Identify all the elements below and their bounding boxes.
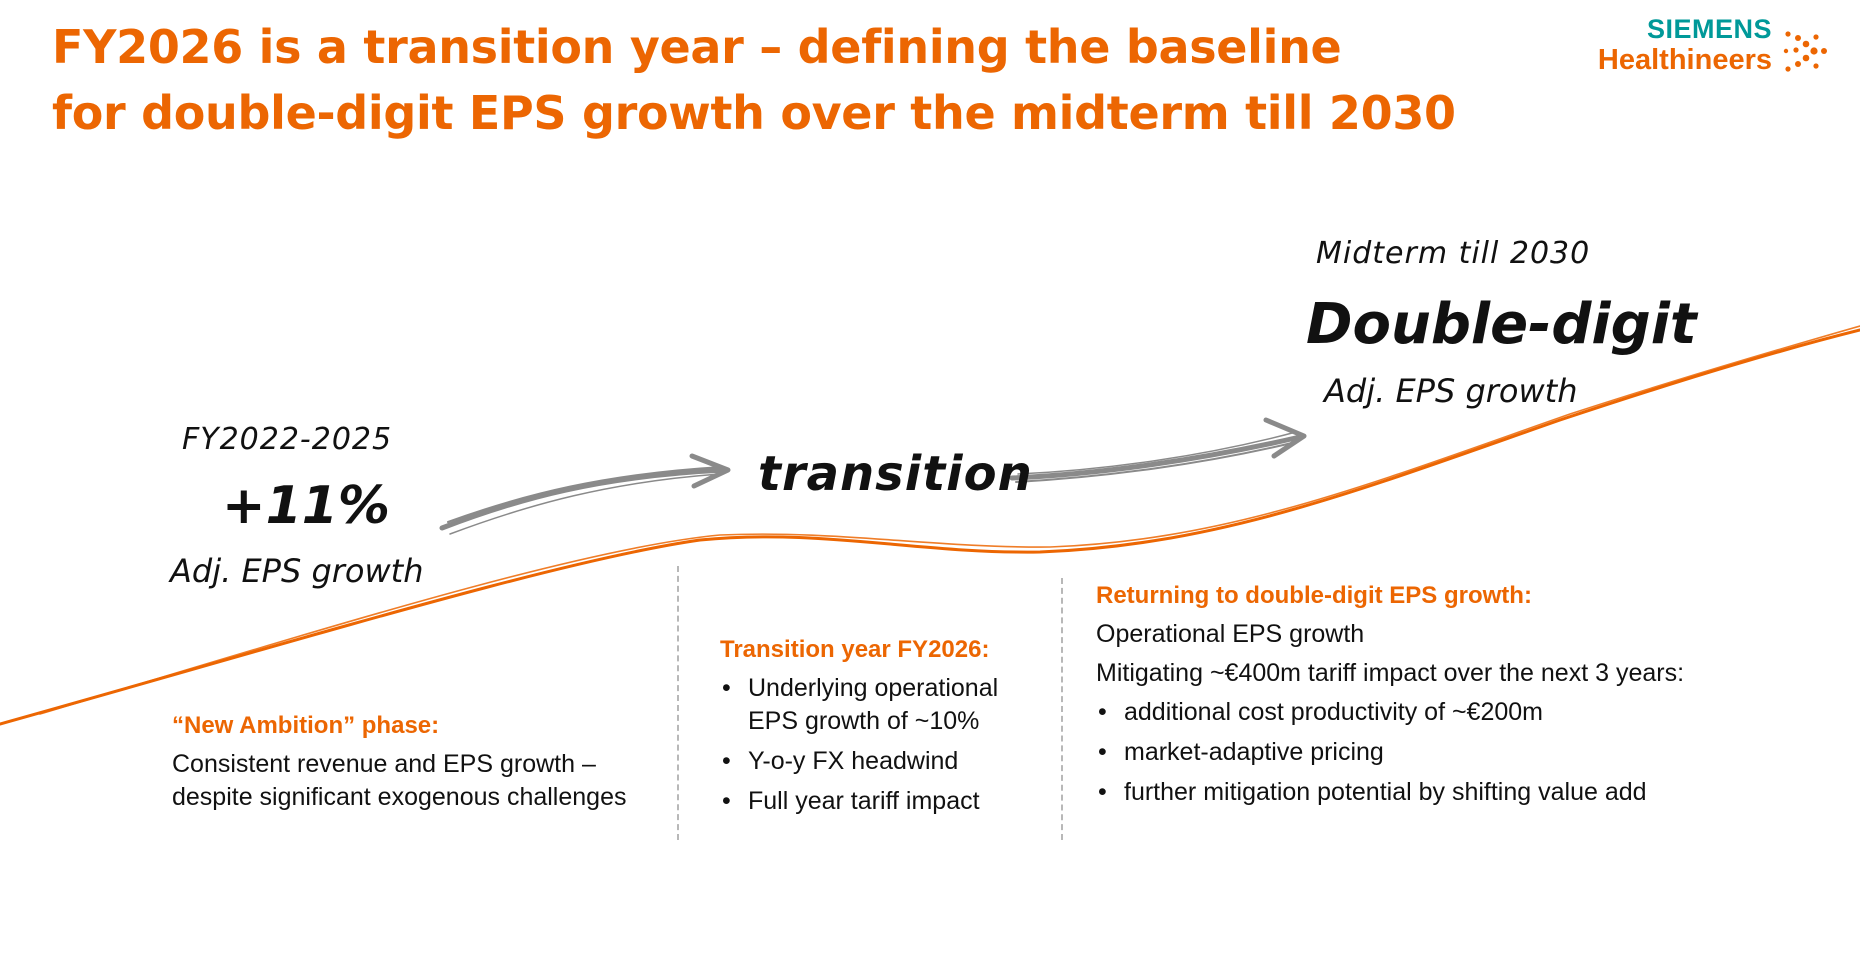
phase3-bullet-list: additional cost productivity of ~€200m m… xyxy=(1096,696,1684,809)
page-title-line-1: FY2026 is a transition year – defining t… xyxy=(52,20,1342,74)
dots-icon xyxy=(1783,31,1827,72)
phase3-heading: Returning to double-digit EPS growth: xyxy=(1096,582,1532,609)
list-item: further mitigation potential by shifting… xyxy=(1096,776,1684,809)
list-item: additional cost productivity of ~€200m xyxy=(1096,696,1684,729)
list-item: Full year tariff impact xyxy=(720,785,1050,818)
phase3-text-line: Mitigating ~€400m tariff impact over the… xyxy=(1096,659,1685,687)
growth-curve-echo xyxy=(39,325,1860,715)
phase3-description: Returning to double-digit EPS growth: Op… xyxy=(1096,582,1684,816)
growth-curve xyxy=(0,328,1860,726)
phase2-heading: Transition year FY2026: xyxy=(720,636,990,663)
phase1-heading: “New Ambition” phase: xyxy=(172,712,440,739)
logo-text-healthineers: Healthineers xyxy=(1597,44,1772,76)
phase2-label: transition xyxy=(758,446,1033,502)
arrow-1-shaft xyxy=(439,467,728,531)
phase3-text-line: Operational EPS growth xyxy=(1096,620,1365,648)
divider-2 xyxy=(1061,578,1063,840)
phase2-bullet-list: Underlying operational EPS growth of ~10… xyxy=(720,672,1050,818)
phase1-description: “New Ambition” phase: Consistent revenue… xyxy=(172,712,626,814)
phase1-text-line: Consistent revenue and EPS growth – xyxy=(172,750,596,778)
arrow-2-head xyxy=(1263,417,1307,459)
page-title: FY2026 is a transition year – defining t… xyxy=(52,14,1552,146)
list-item: Underlying operational EPS growth of ~10… xyxy=(720,672,1050,738)
phase1-value: +11% xyxy=(222,476,391,536)
phase2-description: Transition year FY2026: Underlying opera… xyxy=(720,636,1050,825)
arrow-1-head xyxy=(689,453,731,489)
siemens-healthineers-logo: SIEMENS Healthineers xyxy=(1574,14,1834,84)
divider-1 xyxy=(677,566,679,840)
phase1-metric: Adj. EPS growth xyxy=(170,552,424,590)
page-title-line-2: for double-digit EPS growth over the mid… xyxy=(52,86,1456,140)
phase1-period: FY2022-2025 xyxy=(182,422,393,457)
list-item: market-adaptive pricing xyxy=(1096,736,1684,769)
phase3-value: Double-digit xyxy=(1306,292,1697,357)
phase1-text-line: despite significant exogenous challenges xyxy=(172,783,627,811)
list-item: Y-o-y FX headwind xyxy=(720,745,1050,778)
phase3-period: Midterm till 2030 xyxy=(1316,236,1591,271)
phase3-metric: Adj. EPS growth xyxy=(1324,372,1578,410)
logo-text-siemens: SIEMENS xyxy=(1646,14,1772,44)
